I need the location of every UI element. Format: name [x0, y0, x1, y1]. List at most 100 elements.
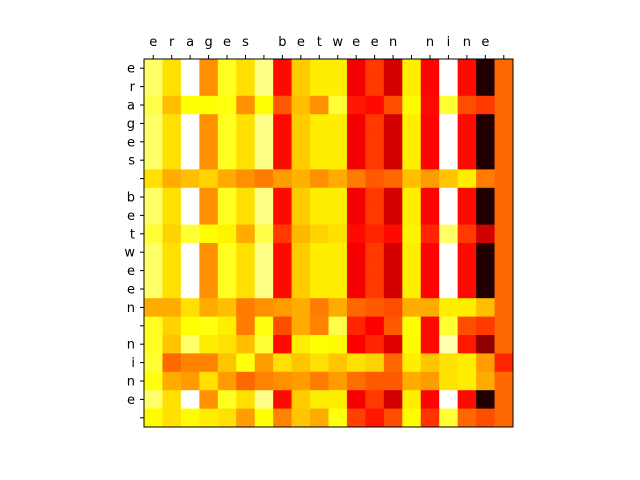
heatmap-cell-r7-c17 — [457, 187, 477, 207]
heatmap-cell-r13-c17 — [457, 298, 477, 317]
heatmap-cell-r6-c18 — [476, 169, 495, 189]
heatmap-cell-r8-c12 — [365, 206, 385, 225]
heatmap-cell-r12-c16 — [439, 279, 459, 299]
heatmap-cell-r17-c18 — [476, 371, 495, 391]
x-tick-label: n — [426, 35, 434, 50]
heatmap-cell-r5-c2 — [180, 151, 200, 170]
heatmap-cell-r3-c19 — [494, 114, 514, 133]
heatmap-cell-r7-c9 — [310, 187, 329, 207]
heatmap-cell-r9-c14 — [402, 224, 422, 244]
heatmap-cell-r17-c17 — [457, 371, 477, 391]
y-tick-label: t — [130, 227, 135, 242]
heatmap-cell-r5-c14 — [402, 151, 422, 170]
heatmap-cell-r2-c4 — [217, 95, 237, 115]
heatmap-cell-r16-c11 — [346, 353, 366, 373]
heatmap-cell-r8-c0 — [144, 206, 163, 225]
heatmap-cell-r13-c2 — [180, 298, 200, 317]
heatmap-cell-r18-c10 — [328, 390, 348, 409]
heatmap-cell-r19-c9 — [310, 408, 329, 428]
heatmap-cell-r5-c7 — [273, 151, 292, 170]
heatmap-cell-r13-c3 — [199, 298, 219, 317]
heatmap-cell-r3-c2 — [180, 114, 200, 133]
heatmap-cell-r3-c15 — [420, 114, 440, 133]
heatmap-cell-r3-c1 — [162, 114, 182, 133]
heatmap-cell-r19-c8 — [291, 408, 311, 428]
heatmap-cell-r8-c9 — [310, 206, 329, 225]
heatmap-cell-r2-c16 — [439, 95, 459, 115]
heatmap-cell-r12-c2 — [180, 279, 200, 299]
heatmap-cell-r15-c10 — [328, 335, 348, 354]
heatmap-cell-r11-c17 — [457, 261, 477, 281]
heatmap-cell-r13-c0 — [144, 298, 163, 317]
heatmap-cell-r17-c10 — [328, 371, 348, 391]
heatmap-cell-r17-c0 — [144, 371, 163, 391]
heatmap-cell-r8-c15 — [420, 206, 440, 225]
heatmap-cell-r16-c2 — [180, 353, 200, 373]
heatmap-cell-r17-c7 — [273, 371, 292, 391]
heatmap-cell-r13-c11 — [346, 298, 366, 317]
heatmap-cell-r9-c6 — [254, 224, 274, 244]
heatmap-cell-r11-c16 — [439, 261, 459, 281]
y-tick-label: e — [127, 264, 135, 279]
heatmap-cell-r0-c9 — [310, 59, 329, 78]
heatmap-cell-r12-c18 — [476, 279, 495, 299]
heatmap-cell-r2-c11 — [346, 95, 366, 115]
heatmap-cell-r0-c2 — [180, 59, 200, 78]
heatmap-cell-r10-c12 — [365, 243, 385, 262]
heatmap-cell-r19-c7 — [273, 408, 292, 428]
heatmap-cell-r14-c15 — [420, 316, 440, 336]
heatmap-cell-r0-c3 — [199, 59, 219, 78]
heatmap-cell-r18-c3 — [199, 390, 219, 409]
heatmap-cell-r13-c15 — [420, 298, 440, 317]
heatmap-cell-r15-c8 — [291, 335, 311, 354]
y-tick-label: e — [127, 283, 135, 298]
heatmap-cell-r2-c13 — [383, 95, 403, 115]
heatmap-cell-r17-c13 — [383, 371, 403, 391]
heatmap-cell-r6-c6 — [254, 169, 274, 189]
x-tick-label: r — [169, 35, 175, 50]
heatmap-cell-r18-c15 — [420, 390, 440, 409]
heatmap-cell-r9-c5 — [236, 224, 256, 244]
heatmap-cell-r7-c5 — [236, 187, 256, 207]
y-tick-label: s — [128, 154, 135, 169]
heatmap-cell-r16-c19 — [494, 353, 514, 373]
heatmap-cell-r15-c19 — [494, 335, 514, 354]
heatmap-cell-r9-c13 — [383, 224, 403, 244]
heatmap-cell-r0-c4 — [217, 59, 237, 78]
heatmap-cell-r14-c1 — [162, 316, 182, 336]
heatmap-cell-r11-c1 — [162, 261, 182, 281]
heatmap-cell-r18-c8 — [291, 390, 311, 409]
heatmap-cell-r8-c3 — [199, 206, 219, 225]
heatmap-cell-r7-c4 — [217, 187, 237, 207]
heatmap-cell-r0-c0 — [144, 59, 163, 78]
heatmap-cell-r5-c8 — [291, 151, 311, 170]
y-tick-label: e — [127, 62, 135, 77]
heatmap-cell-r6-c16 — [439, 169, 459, 189]
heatmap-cell-r10-c1 — [162, 243, 182, 262]
heatmap-cell-r2-c18 — [476, 95, 495, 115]
heatmap-cell-r7-c0 — [144, 187, 163, 207]
heatmap-cell-r9-c16 — [439, 224, 459, 244]
y-tick-label: n — [127, 338, 135, 353]
heatmap-cell-r1-c18 — [476, 77, 495, 97]
x-tick-label: e — [481, 35, 489, 50]
heatmap-cell-r1-c3 — [199, 77, 219, 97]
heatmap-cell-r6-c9 — [310, 169, 329, 189]
heatmap-cell-r14-c7 — [273, 316, 292, 336]
heatmap-cell-r18-c4 — [217, 390, 237, 409]
heatmap-cell-r2-c1 — [162, 95, 182, 115]
heatmap-cell-r15-c18 — [476, 335, 495, 354]
heatmap-cell-r17-c5 — [236, 371, 256, 391]
heatmap-cell-r14-c0 — [144, 316, 163, 336]
heatmap-cell-r6-c19 — [494, 169, 514, 189]
heatmap-cell-r10-c11 — [346, 243, 366, 262]
heatmap-cell-r5-c16 — [439, 151, 459, 170]
heatmap-cell-r4-c3 — [199, 132, 219, 152]
heatmap-cell-r19-c17 — [457, 408, 477, 428]
heatmap-cell-r19-c5 — [236, 408, 256, 428]
heatmap-cell-r17-c16 — [439, 371, 459, 391]
heatmap-cell-r6-c11 — [346, 169, 366, 189]
heatmap-cell-r2-c12 — [365, 95, 385, 115]
